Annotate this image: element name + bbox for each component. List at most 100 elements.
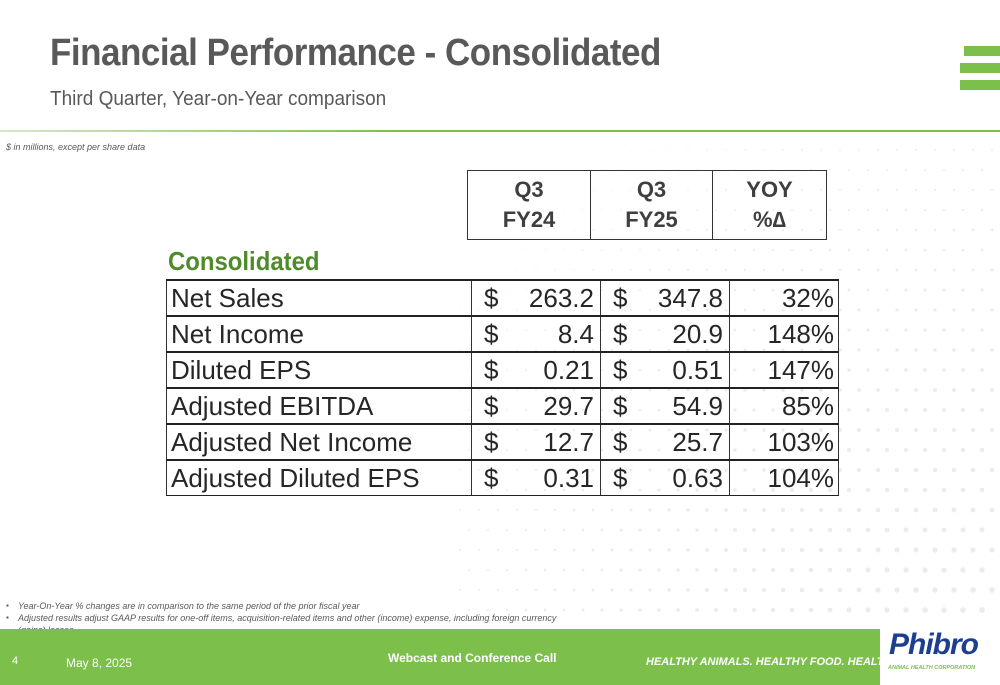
background-dot (516, 269, 518, 271)
background-dot (715, 209, 717, 211)
background-dot (894, 587, 900, 593)
background-dot (895, 388, 899, 392)
background-dot (877, 149, 879, 151)
background-dot (459, 549, 461, 551)
background-dot (895, 188, 899, 192)
background-dot (601, 249, 603, 251)
background-dot (933, 308, 937, 312)
background-dot (884, 527, 890, 533)
background-dot (934, 149, 936, 151)
background-dot (808, 607, 814, 613)
background-dot (686, 268, 690, 272)
currency-symbol: $ (600, 459, 635, 496)
background-dot (885, 248, 889, 252)
background-dot (753, 209, 755, 211)
background-dot (801, 149, 803, 151)
background-dot (648, 508, 652, 512)
background-dot (922, 447, 928, 453)
background-dot (914, 228, 918, 232)
background-dot (695, 528, 699, 532)
background-dot (497, 269, 499, 271)
background-dot (714, 608, 718, 612)
background-dot (942, 248, 946, 252)
background-dot (856, 587, 862, 593)
background-dot (630, 149, 632, 151)
background-dot (960, 447, 966, 453)
background-dot (914, 188, 918, 192)
background-dot (611, 189, 613, 191)
background-dot (506, 249, 508, 251)
background-dot (573, 229, 575, 231)
background-dot (505, 528, 509, 532)
background-dot (848, 169, 850, 171)
background-dot (827, 527, 833, 533)
background-dot (922, 407, 928, 413)
background-dot (989, 547, 995, 553)
background-dot (885, 328, 889, 332)
background-dot (960, 487, 966, 493)
background-dot (667, 548, 671, 552)
background-dot (971, 308, 975, 312)
q3-fy25-value: 25.7 (635, 423, 730, 461)
background-dot (961, 288, 965, 292)
background-dot (478, 549, 480, 551)
background-dot (790, 208, 794, 212)
background-dot (687, 229, 689, 231)
background-dot (668, 189, 670, 191)
background-dot (933, 228, 937, 232)
currency-symbol: $ (471, 387, 506, 425)
background-dot (468, 569, 470, 571)
background-dot (914, 308, 918, 312)
background-dot (543, 528, 547, 532)
phibro-logo: Phibro (889, 628, 979, 661)
background-dot (875, 467, 881, 473)
background-dot (970, 467, 976, 473)
background-dot (592, 189, 594, 191)
background-dot (876, 388, 880, 392)
background-dot (846, 487, 852, 493)
background-dot (763, 149, 765, 151)
background-dot (695, 608, 699, 612)
background-dot (751, 607, 757, 613)
background-dot (876, 268, 880, 272)
background-dot (657, 528, 661, 532)
background-dot (611, 229, 613, 231)
background-dot (639, 209, 641, 211)
background-dot (857, 188, 861, 192)
background-dot (990, 188, 994, 192)
background-dot (838, 388, 842, 392)
background-dot (619, 608, 623, 612)
background-dot (847, 288, 851, 292)
row-label: Adjusted Net Income (166, 423, 472, 461)
background-dot (742, 587, 748, 593)
background-dot (933, 388, 937, 392)
yoy-change-value: 104% (729, 459, 839, 496)
background-dot (941, 407, 947, 413)
background-dot (866, 368, 870, 372)
background-dot (904, 328, 908, 332)
background-dot (496, 548, 500, 552)
currency-symbol: $ (600, 315, 635, 353)
background-dot (914, 388, 918, 392)
background-dot (885, 408, 889, 412)
background-dot (535, 269, 537, 271)
background-dot (553, 508, 557, 512)
background-dot (837, 547, 843, 553)
background-dot (686, 508, 690, 512)
background-dot (896, 149, 898, 151)
background-dot (990, 308, 994, 312)
background-dot (847, 248, 851, 252)
background-dot (714, 248, 718, 252)
background-dot (866, 168, 870, 172)
currency-symbol: $ (471, 315, 506, 353)
table-row: Adjusted Diluted EPS $0.31 $0.63 104% (166, 459, 839, 496)
background-dot (706, 149, 708, 151)
background-dot (562, 528, 566, 532)
background-dot (837, 467, 843, 473)
background-dot (782, 189, 784, 191)
background-dot (687, 189, 689, 191)
background-dot (515, 508, 519, 512)
background-dot (838, 188, 842, 192)
background-dot (780, 547, 786, 553)
background-dot (525, 249, 527, 251)
